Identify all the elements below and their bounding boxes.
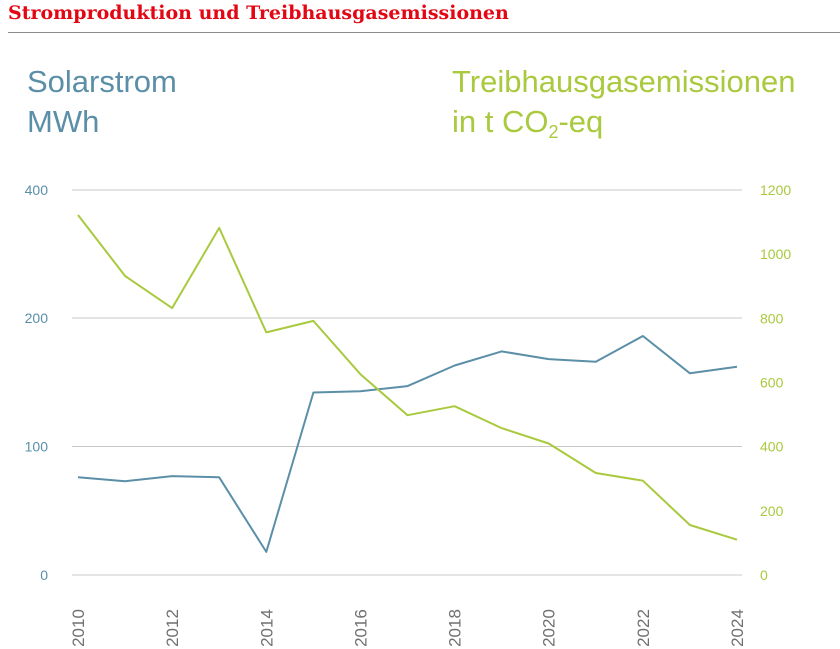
x-tick-label: 2024 (728, 609, 747, 647)
left-axis-title: Solarstrom (27, 64, 177, 99)
x-axis-ticks: 2010 2012 2014 2016 2018 2020 2022 2024 (69, 609, 747, 647)
left-axis-header: Solarstrom MWh (27, 62, 177, 142)
right-axis-unit-suffix: -eq (558, 104, 604, 139)
x-tick-label: 2010 (69, 609, 88, 647)
left-tick-label: 0 (40, 567, 48, 583)
series-line-solar (77, 335, 738, 553)
right-axis-unit-prefix: in t CO (452, 104, 549, 139)
left-tick-label: 100 (25, 439, 49, 455)
right-tick-label: 600 (760, 375, 784, 391)
right-axis-header: Treibhausgasemissionen in t CO2-eq (452, 62, 795, 142)
x-tick-label: 2014 (257, 609, 276, 647)
x-tick-label: 2022 (634, 609, 653, 647)
x-tick-label: 2018 (446, 609, 465, 647)
right-axis-title: Treibhausgasemissionen (452, 64, 796, 99)
chart-title: Stromproduktion und Treibhausgasemission… (8, 2, 509, 24)
right-axis-unit-subscript: 2 (548, 122, 559, 142)
left-tick-label: 200 (25, 310, 49, 326)
left-tick-label: 400 (25, 182, 49, 198)
right-axis-unit: in t CO2-eq (452, 102, 795, 142)
series-lines (77, 214, 738, 553)
right-tick-label: 800 (760, 310, 784, 326)
right-tick-label: 400 (760, 439, 784, 455)
left-axis-ticks: 0 100 200 400 (25, 182, 49, 583)
right-tick-label: 1000 (760, 246, 791, 262)
right-tick-label: 1200 (760, 182, 791, 198)
x-tick-label: 2020 (540, 609, 559, 647)
gridlines (72, 189, 742, 576)
x-tick-label: 2012 (163, 609, 182, 647)
left-axis-unit: MWh (27, 104, 100, 139)
right-tick-label: 200 (760, 503, 784, 519)
x-tick-label: 2016 (351, 609, 370, 647)
right-tick-label: 0 (760, 567, 768, 583)
right-axis-ticks: 0 200 400 600 800 1000 1200 (760, 182, 791, 583)
title-divider (8, 32, 840, 33)
series-line-emissions (77, 214, 738, 541)
